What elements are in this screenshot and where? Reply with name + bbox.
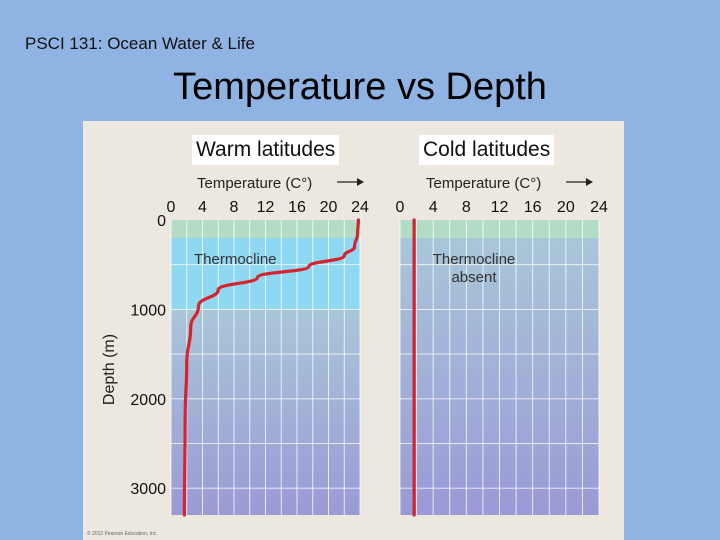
x-tick-label: 0 (167, 199, 176, 216)
thermocline-absent-label-line1: Thermocline (433, 251, 516, 268)
cold-latitudes-label: Cold latitudes (419, 135, 555, 165)
temperature-profile-line (182, 218, 361, 517)
x-axis-arrowhead (357, 178, 364, 186)
x-tick-label: 20 (557, 199, 575, 216)
x-tick-label: 12 (257, 199, 275, 216)
x-tick-label: 24 (351, 199, 369, 216)
thermocline-label: Thermocline (194, 251, 277, 268)
x-tick-label: 20 (320, 199, 338, 216)
depth-profile-figure: 0 4 8 12 16 20 24 Temperature (C°) Thermocline 0 1… (83, 121, 624, 540)
x-tick-label: 4 (198, 199, 207, 216)
x-tick-label: 24 (590, 199, 608, 216)
panel-1: 0 4 8 12 16 20 24 Temperature (C°) Thermoclineab… (396, 175, 608, 517)
warm-latitudes-label: Warm latitudes (192, 135, 340, 165)
x-tick-label: 12 (491, 199, 509, 216)
thermocline-absent-label-line2: absent (451, 269, 497, 286)
x-tick-label: 8 (462, 199, 471, 216)
slide-title: Temperature vs Depth (173, 66, 547, 108)
x-tick-label: 16 (524, 199, 542, 216)
y-tick-label: 2000 (130, 392, 166, 409)
copyright-credit: © 2012 Pearson Education, Inc. (87, 531, 158, 537)
x-axis-label: Temperature (C°) (426, 175, 541, 192)
x-tick-label: 4 (429, 199, 438, 216)
y-tick-label: 3000 (130, 481, 166, 498)
x-tick-label: 16 (288, 199, 306, 216)
y-axis-label: Depth (m) (101, 334, 118, 405)
x-tick-label: 8 (230, 199, 239, 216)
depth-profile-chart: 0 4 8 12 16 20 24 Temperature (C°) Thermocline 0 1… (101, 175, 608, 517)
course-title: PSCI 131: Ocean Water & Life (25, 34, 255, 53)
y-tick-label: 1000 (130, 302, 166, 319)
x-axis-arrowhead (586, 178, 593, 186)
panel-0: 0 4 8 12 16 20 24 Temperature (C°) Thermocline 0 1… (101, 175, 369, 517)
x-axis-label: Temperature (C°) (197, 175, 312, 192)
x-tick-label: 0 (396, 199, 405, 216)
y-tick-label: 0 (157, 213, 166, 230)
